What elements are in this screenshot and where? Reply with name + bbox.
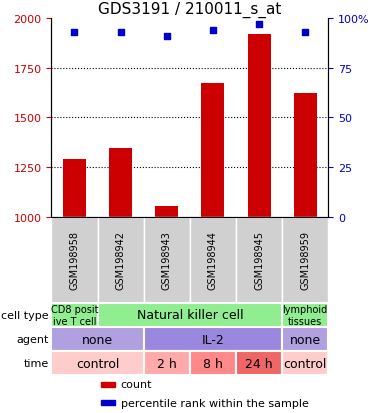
FancyBboxPatch shape (144, 217, 190, 303)
FancyBboxPatch shape (144, 351, 190, 375)
Text: control: control (76, 357, 119, 370)
Title: GDS3191 / 210011_s_at: GDS3191 / 210011_s_at (98, 1, 282, 17)
Text: lymphoid
tissues: lymphoid tissues (283, 304, 328, 326)
Text: time: time (24, 358, 49, 368)
Text: 8 h: 8 h (203, 357, 223, 370)
FancyBboxPatch shape (190, 217, 236, 303)
Text: GSM198942: GSM198942 (116, 230, 126, 290)
Point (210, 28, 216, 34)
Point (302, 29, 308, 36)
Bar (101, 382, 115, 387)
FancyBboxPatch shape (144, 327, 282, 351)
Text: percentile rank within the sample: percentile rank within the sample (121, 398, 309, 408)
FancyBboxPatch shape (98, 217, 144, 303)
Text: IL-2: IL-2 (201, 333, 224, 346)
FancyBboxPatch shape (236, 351, 282, 375)
Text: GSM198958: GSM198958 (69, 230, 79, 290)
Bar (201, 84, 224, 413)
FancyBboxPatch shape (282, 327, 328, 351)
FancyBboxPatch shape (282, 217, 328, 303)
FancyBboxPatch shape (52, 217, 98, 303)
Bar (109, 149, 132, 413)
Text: 2 h: 2 h (157, 357, 177, 370)
FancyBboxPatch shape (52, 327, 144, 351)
FancyBboxPatch shape (190, 351, 236, 375)
Text: GSM198944: GSM198944 (208, 231, 218, 290)
Text: control: control (283, 357, 327, 370)
Point (256, 21, 262, 28)
FancyBboxPatch shape (52, 303, 98, 327)
Text: GSM198959: GSM198959 (300, 230, 310, 290)
Bar (155, 206, 178, 413)
Text: Natural killer cell: Natural killer cell (137, 309, 243, 322)
Text: CD8 posit
ive T cell: CD8 posit ive T cell (51, 304, 98, 326)
Text: none: none (82, 333, 113, 346)
FancyBboxPatch shape (98, 303, 282, 327)
Text: 24 h: 24 h (245, 357, 273, 370)
Text: GSM198943: GSM198943 (162, 231, 172, 290)
Point (164, 33, 170, 40)
FancyBboxPatch shape (282, 303, 328, 327)
Point (118, 29, 124, 36)
Bar (63, 159, 86, 413)
Text: GSM198945: GSM198945 (254, 230, 264, 290)
Bar (101, 400, 115, 406)
FancyBboxPatch shape (282, 351, 328, 375)
FancyBboxPatch shape (236, 217, 282, 303)
Text: none: none (290, 333, 321, 346)
FancyBboxPatch shape (52, 351, 144, 375)
Text: cell type: cell type (1, 310, 49, 320)
Bar (294, 94, 317, 413)
Text: agent: agent (17, 334, 49, 344)
Bar (247, 35, 270, 413)
Text: count: count (121, 380, 152, 389)
Point (72, 29, 78, 36)
